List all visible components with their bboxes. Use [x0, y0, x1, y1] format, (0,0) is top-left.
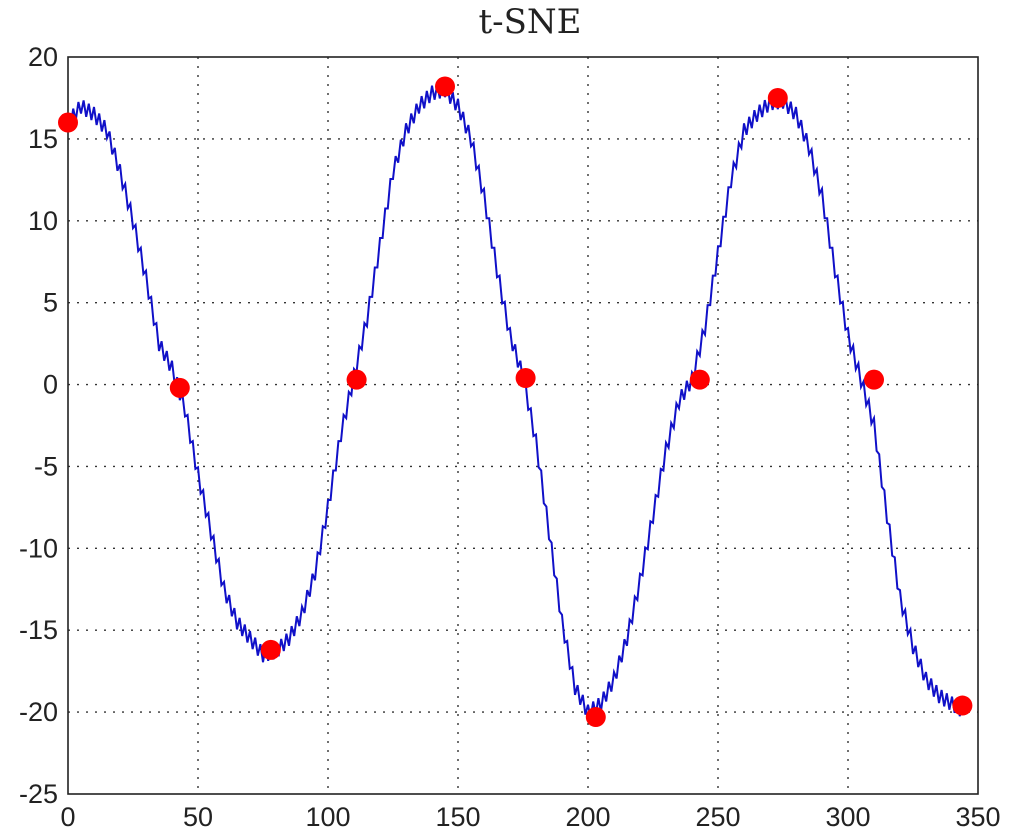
- y-tick-label: -20: [19, 697, 58, 727]
- y-tick-label: 15: [28, 124, 58, 154]
- x-tick-label: 350: [955, 802, 1000, 832]
- y-tick-label: -25: [19, 779, 58, 809]
- x-tick-label: 150: [435, 802, 480, 832]
- grid-lines: [68, 57, 978, 794]
- y-tick-label: -5: [34, 451, 58, 481]
- marker-point: [515, 368, 536, 389]
- marker-point: [435, 76, 455, 97]
- y-tick-label: 20: [28, 42, 58, 72]
- plot-frame: [67, 56, 979, 795]
- chart-title: t-SNE: [478, 2, 581, 42]
- x-tick-label: 100: [305, 802, 350, 832]
- x-tick-label: 300: [825, 802, 870, 832]
- marker-point: [58, 112, 78, 133]
- series-line: [67, 82, 966, 718]
- y-tick-label: -10: [19, 533, 58, 563]
- x-tick-label: 0: [60, 802, 75, 832]
- y-axis-ticks: 20 15 10 5 0 -5 -10 -15 -20 -25: [19, 42, 58, 809]
- marker-point: [260, 639, 281, 660]
- marker-point: [689, 369, 710, 390]
- marker-point: [169, 377, 190, 398]
- x-tick-label: 250: [695, 802, 740, 832]
- y-tick-label: 0: [43, 370, 58, 400]
- marker-point: [952, 695, 973, 716]
- y-tick-label: -15: [19, 615, 58, 645]
- x-tick-label: 200: [565, 802, 610, 832]
- x-tick-label: 50: [183, 802, 213, 832]
- y-tick-label: 10: [28, 206, 58, 236]
- marker-point: [346, 369, 367, 390]
- y-tick-label: 5: [43, 288, 58, 318]
- markers: [58, 76, 973, 728]
- x-axis-ticks: 0 50 100 150 200 250 300 350: [60, 802, 1000, 832]
- marker-point: [767, 87, 788, 108]
- marker-point: [864, 369, 884, 390]
- marker-point: [585, 707, 606, 728]
